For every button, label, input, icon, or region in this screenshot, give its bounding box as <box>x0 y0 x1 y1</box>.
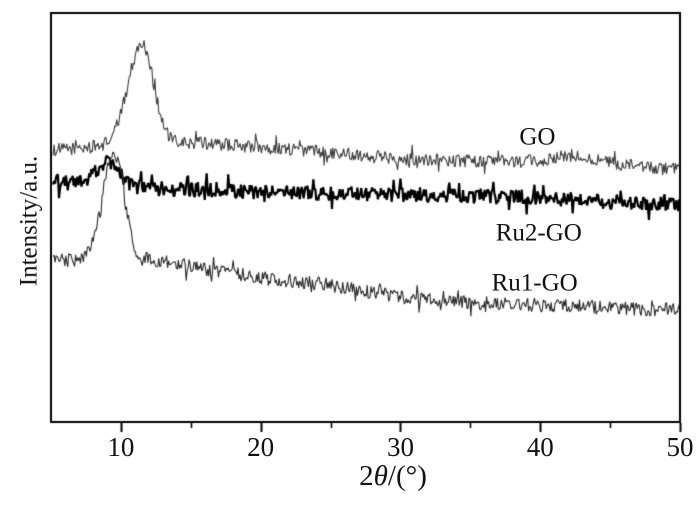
x-tick-label-20: 20 <box>247 432 275 462</box>
x-axis-label-units: /(°) <box>387 460 427 492</box>
series-label-go: GO <box>519 123 556 151</box>
series-label-ru1-go: Ru1-GO <box>491 269 578 297</box>
x-tick-label-30: 30 <box>386 432 414 462</box>
x-axis-label: 2θ/(°) <box>359 462 427 491</box>
x-axis-label-prefix: 2 <box>359 460 374 492</box>
series-label-ru2-go: Ru2-GO <box>495 219 582 247</box>
y-axis-label: Intensity/a.u. <box>15 155 43 287</box>
x-tick-label-10: 10 <box>107 432 135 462</box>
x-tick-label-40: 40 <box>526 432 554 462</box>
x-tick-label-50: 50 <box>666 432 694 462</box>
x-axis-label-theta: θ <box>373 460 388 492</box>
